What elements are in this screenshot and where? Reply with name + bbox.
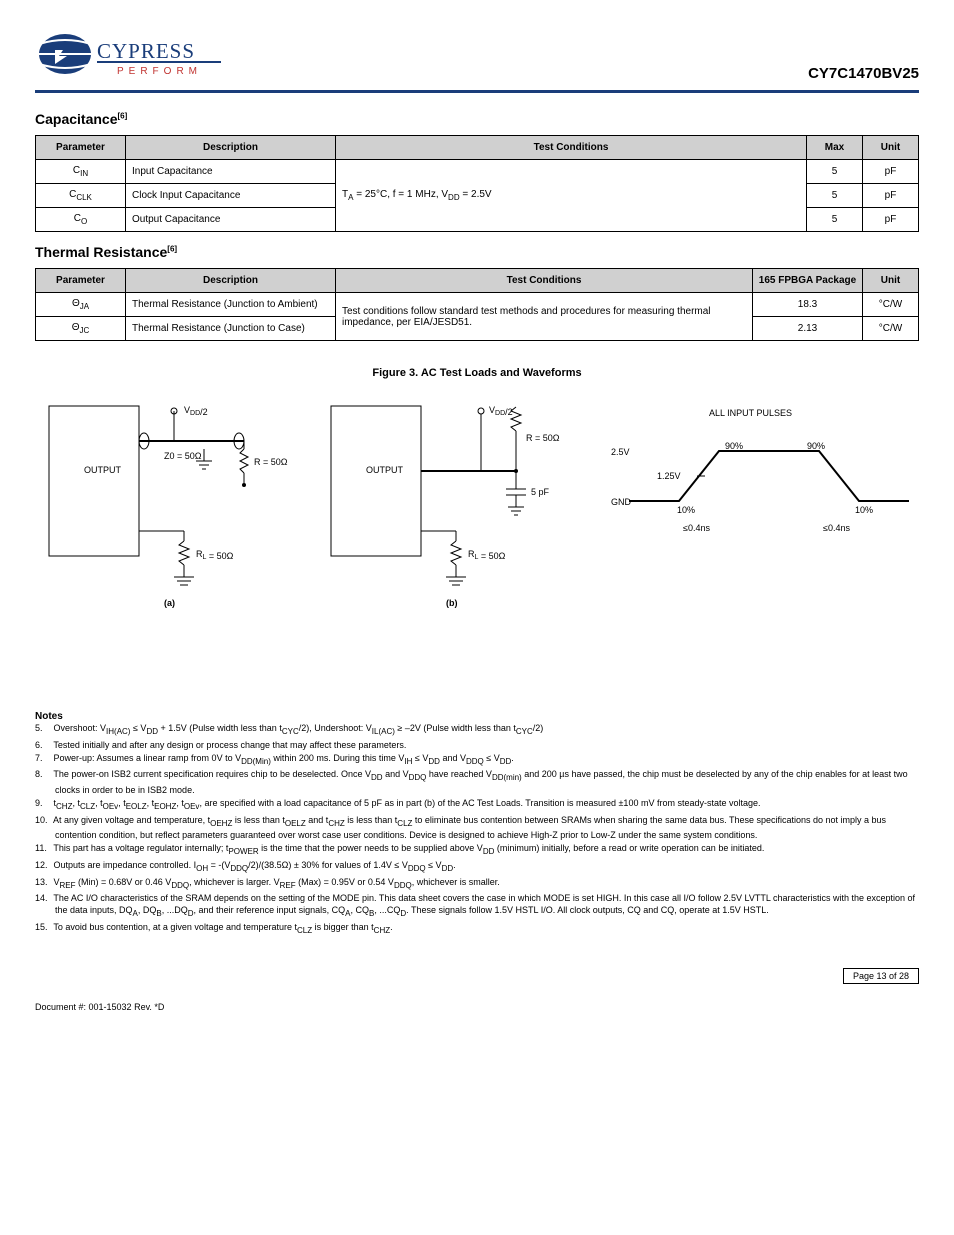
logo: CYPRESS PERFORM [35,30,225,88]
page-header: CYPRESS PERFORM CY7C1470BV25 [35,30,919,93]
slew-label: ≤0.4ns [823,523,850,533]
col-desc: Description [126,136,336,160]
cond-cell: Test conditions follow standard test met… [336,293,753,341]
output-label: OUTPUT [366,465,404,475]
capacitance-table: Parameter Description Test Conditions Ma… [35,135,919,232]
desc-cell: Thermal Resistance (Junction to Case) [126,317,336,341]
r-label: R = 50Ω [526,433,560,443]
figure3b-svg: OUTPUT VDD/2 R = 50Ω 5 pF [326,401,596,611]
note-item: 10. At any given voltage and temperature… [35,814,919,842]
figure3a-svg: OUTPUT VDD/2 Z0 = 50Ω R = 50Ω [44,401,304,611]
unit-cell: °C/W [863,293,919,317]
col-pkg: 165 FPBGA Package [753,269,863,293]
document-id: Document #: 001-15032 Rev. *D [35,1002,164,1012]
page-number-box: Page 13 of 28 [843,968,919,984]
figure3a: OUTPUT VDD/2 Z0 = 50Ω R = 50Ω [35,401,312,611]
col-param: Parameter [36,136,126,160]
table-row: ΘJAThermal Resistance (Junction to Ambie… [36,293,919,317]
max-cell: 5 [807,184,863,208]
val-cell: 18.3 [753,293,863,317]
max-cell: 5 [807,208,863,232]
val-cell: 2.13 [753,317,863,341]
desc-cell: Output Capacitance [126,208,336,232]
note-item: 12. Outputs are impedance controlled. IO… [35,859,919,875]
table-row: CINInput CapacitanceTA = 25°C, f = 1 MHz… [36,160,919,184]
figure-letter: (b) [446,598,458,608]
waveform-title: ALL INPUT PULSES [709,408,792,418]
col-cond: Test Conditions [336,269,753,293]
svg-text:90%: 90% [725,441,743,451]
slew-label: ≤0.4ns [683,523,710,533]
unit-cell: °C/W [863,317,919,341]
note-item: 6. Tested initially and after any design… [35,739,919,751]
figure3b: OUTPUT VDD/2 R = 50Ω 5 pF [322,401,599,611]
param-cell: CIN [36,160,126,184]
footer-row: Document #: 001-15032 Rev. *D [35,1002,919,1012]
note-item: 5. Overshoot: VIH(AC) ≤ VDD + 1.5V (Puls… [35,722,919,738]
note-item: 11. This part has a voltage regulator in… [35,842,919,858]
rl-label: RL = 50Ω [468,549,506,561]
desc-cell: Thermal Resistance (Junction to Ambient) [126,293,336,317]
cypress-logo-svg: CYPRESS PERFORM [35,30,225,88]
note-item: 14. The AC I/O characteristics of the SR… [35,892,919,920]
svg-text:10%: 10% [855,505,873,515]
desc-cell: Clock Input Capacitance [126,184,336,208]
notes-heading: Notes [35,711,919,722]
col-unit: Unit [863,136,919,160]
unit-cell: pF [863,160,919,184]
note-item: 8. The power-on ISB2 current specificati… [35,768,919,796]
note-item: 15. To avoid bus contention, at a given … [35,921,919,937]
vhigh-label: 2.5V [611,447,630,457]
notes-list: 5. Overshoot: VIH(AC) ≤ VDD + 1.5V (Puls… [35,722,919,937]
svg-text:90%: 90% [807,441,825,451]
note-item: 13. VREF (Min) = 0.68V or 0.46 VDDQ, whi… [35,876,919,892]
param-cell: CO [36,208,126,232]
param-cell: ΘJC [36,317,126,341]
col-unit: Unit [863,269,919,293]
page-footer: Page 13 of 28 [35,938,919,984]
z0-label: Z0 = 50Ω [164,451,202,461]
figure-letter: (a) [164,598,175,608]
figure3-waveform: ALL INPUT PULSES 2.5V GND 1.25V 90% 10% … [609,401,919,611]
output-label: OUTPUT [84,465,122,475]
param-cell: ΘJA [36,293,126,317]
cap-label: 5 pF [531,487,550,497]
thermal-title: Thermal Resistance[6] [35,244,919,260]
col-param: Parameter [36,269,126,293]
figure3-row: OUTPUT VDD/2 Z0 = 50Ω R = 50Ω [35,401,919,611]
figure3-title: Figure 3. AC Test Loads and Waveforms [35,367,919,379]
unit-cell: pF [863,208,919,232]
rl-label: RL = 50Ω [196,549,234,561]
vlow-label: GND [611,497,632,507]
note-item: 9. tCHZ, tCLZ, tOEv, tEOLZ, tEOHZ, tOEv,… [35,797,919,813]
logo-brand: CYPRESS [97,39,195,63]
cond-cell: TA = 25°C, f = 1 MHz, VDD = 2.5V [336,160,807,232]
capacitance-title: Capacitance[6] [35,111,919,127]
waveform-svg: ALL INPUT PULSES 2.5V GND 1.25V 90% 10% … [609,401,919,561]
vdd-label: VDD/2 [184,405,208,417]
col-desc: Description [126,269,336,293]
col-max: Max [807,136,863,160]
product-number: CY7C1470BV25 [225,65,919,88]
max-cell: 5 [807,160,863,184]
unit-cell: pF [863,184,919,208]
col-cond: Test Conditions [336,136,807,160]
desc-cell: Input Capacitance [126,160,336,184]
r-label: R = 50Ω [254,457,288,467]
svg-text:10%: 10% [677,505,695,515]
vdd-label: VDD/2 [489,405,513,417]
param-cell: CCLK [36,184,126,208]
vmid-label: 1.25V [657,471,681,481]
note-item: 7. Power-up: Assumes a linear ramp from … [35,752,919,768]
logo-tagline: PERFORM [117,66,202,77]
thermal-table: Parameter Description Test Conditions 16… [35,268,919,341]
